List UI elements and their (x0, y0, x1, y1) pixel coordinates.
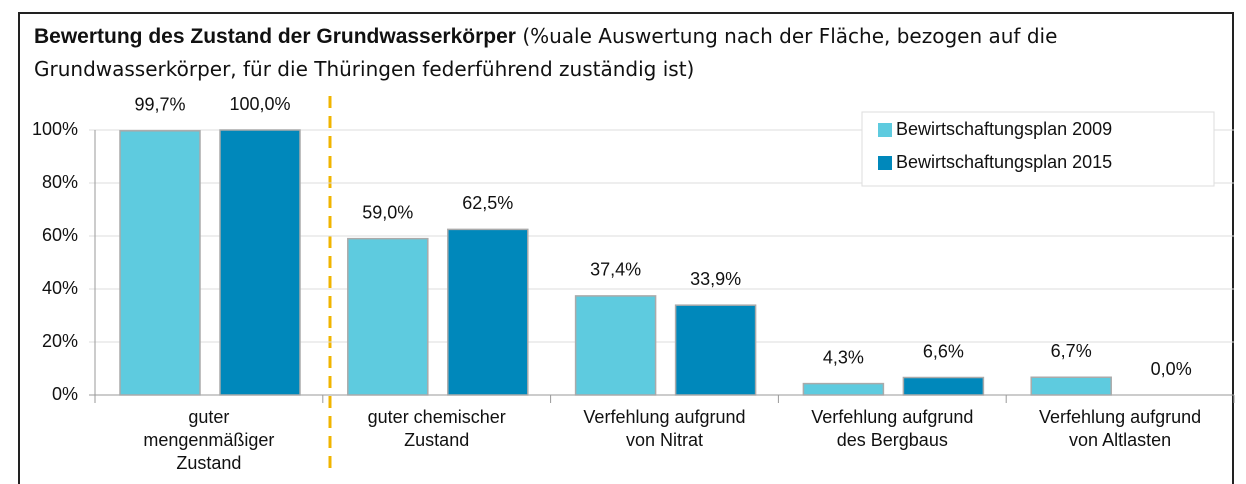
bar (574, 295, 657, 396)
x-tick-label: mengenmäßiger (143, 430, 274, 450)
legend-swatch (878, 156, 892, 170)
value-label: 100,0% (229, 94, 290, 114)
bar (447, 228, 529, 396)
bar (119, 130, 201, 396)
y-tick-label: 0% (52, 384, 78, 404)
frame (18, 12, 1234, 484)
value-label: 62,5% (462, 193, 513, 213)
bar (1030, 376, 1112, 396)
x-tick-label: guter (188, 407, 229, 427)
value-label: 6,6% (923, 341, 964, 361)
x-tick-label: Zustand (176, 453, 241, 473)
value-label: 4,3% (823, 347, 864, 367)
value-label: 59,0% (362, 202, 413, 222)
x-tick-label: Verfehlung aufgrund (583, 407, 745, 427)
x-tick-label: von Nitrat (626, 430, 703, 450)
x-tick-label: Verfehlung aufgrund (811, 407, 973, 427)
y-tick-label: 60% (42, 225, 78, 245)
x-tick-label: Verfehlung aufgrund (1039, 407, 1201, 427)
legend-label: Bewirtschaftungsplan 2015 (896, 152, 1112, 172)
legend-label: Bewirtschaftungsplan 2009 (896, 119, 1112, 139)
x-tick-label: von Altlasten (1069, 430, 1171, 450)
bar (347, 237, 429, 396)
bar (219, 129, 301, 396)
x-tick-label: des Bergbaus (837, 430, 948, 450)
header: Bewertung des Zustand der Grundwasserkör… (34, 20, 1214, 85)
y-tick-label: 80% (42, 172, 78, 192)
legend-swatch (878, 123, 892, 137)
value-label: 37,4% (590, 260, 641, 280)
y-tick-label: 100% (32, 119, 78, 139)
bar (674, 304, 757, 396)
bar (802, 382, 885, 396)
y-tick-label: 20% (42, 331, 78, 351)
y-tick-label: 40% (42, 278, 78, 298)
x-tick-label: guter chemischer (368, 407, 506, 427)
chart-title: Bewertung des Zustand der Grundwasserkör… (34, 25, 516, 48)
value-label: 6,7% (1051, 341, 1092, 361)
value-label: 99,7% (134, 95, 185, 115)
value-label: 33,9% (690, 269, 741, 289)
bar (902, 376, 985, 396)
value-label: 0,0% (1151, 359, 1192, 379)
legend (861, 111, 1215, 187)
chart-subtitle: (%uale Auswertung nach der Fläche, bezog… (34, 24, 1058, 81)
x-tick-label: Zustand (404, 430, 469, 450)
